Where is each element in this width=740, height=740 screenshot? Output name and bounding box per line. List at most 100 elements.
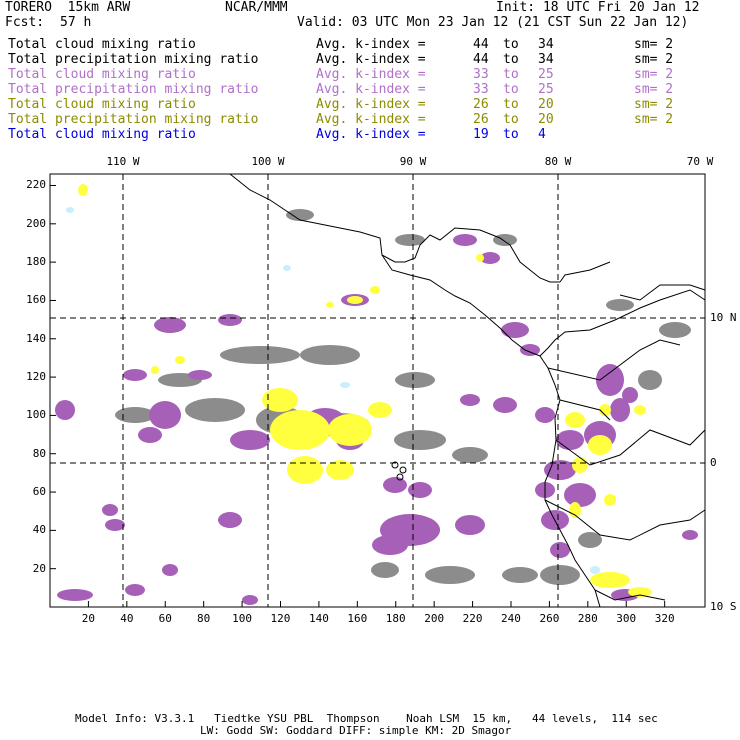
legend-from: 33	[473, 82, 489, 97]
cloud-gray-area	[395, 234, 425, 246]
y-tick-label: 100	[26, 408, 46, 422]
coastline	[539, 355, 601, 608]
x-tick-label: 40	[120, 612, 134, 625]
cloud-purple-area	[564, 483, 596, 507]
forecast-label: Fcst:	[5, 15, 45, 30]
valid-time: Valid: 03 UTC Mon 23 Jan 12 (21 CST Sun …	[297, 15, 689, 30]
cloud-yellow-area	[634, 405, 646, 415]
y-tick-label: 220	[26, 178, 46, 192]
y-tick-label: 160	[26, 293, 46, 307]
cloud-lightblue-area	[66, 207, 74, 213]
cloud-lightblue-area	[283, 265, 291, 271]
coastline	[619, 284, 706, 301]
map-frame	[49, 173, 706, 608]
x-tick-label: 240	[501, 612, 521, 625]
legend-from: 26	[473, 97, 489, 112]
cloud-purple-area	[125, 584, 145, 596]
coastline	[555, 429, 706, 466]
legend-to-word: to	[503, 97, 519, 112]
cloud-yellow-area	[628, 587, 652, 597]
legend-sm: sm= 2	[634, 82, 674, 97]
coastline	[381, 254, 706, 357]
cloud-yellow-area	[590, 572, 630, 588]
x-tick-label: 20	[81, 612, 96, 625]
legend-from: 44	[473, 52, 489, 67]
legend-from: 19	[473, 127, 489, 142]
legend-from: 44	[473, 37, 489, 52]
legend-to-word: to	[503, 82, 519, 97]
legend-field: Total cloud mixing ratio	[8, 127, 196, 142]
cloud-purple-area	[682, 530, 698, 540]
cloud-gray-area	[638, 370, 662, 390]
cloud-purple-area	[460, 394, 480, 406]
cloud-yellow-area	[262, 388, 298, 412]
legend-to-word: to	[503, 37, 519, 52]
cloud-gray-area	[394, 430, 446, 450]
y-tick-label: 180	[26, 255, 46, 269]
cloud-lightblue-area	[590, 566, 600, 574]
cloud-yellow-area	[270, 410, 330, 450]
legend-field: Total cloud mixing ratio	[8, 67, 196, 82]
cloud-yellow-area	[572, 457, 588, 473]
model-title: TORERO 15km ARW	[5, 0, 131, 15]
cloud-purple-area	[162, 564, 178, 576]
legend-field: Total precipitation mixing ratio	[8, 112, 259, 127]
cloud-lightblue-area	[340, 382, 350, 388]
physics-info: LW: Godd SW: Goddard DIFF: simple KM: 2D…	[200, 724, 512, 737]
cloud-gray-area	[606, 299, 634, 311]
cloud-purple-area	[218, 314, 242, 326]
latitude-label: 10 N	[710, 311, 737, 324]
legend-sm: sm= 2	[634, 37, 674, 52]
cloud-yellow-area	[326, 302, 334, 308]
legend-to: 25	[538, 82, 554, 97]
forecast-hours: 57 h	[60, 15, 92, 30]
legend-to-word: to	[503, 127, 519, 142]
latitude-label: 10 S	[710, 600, 737, 613]
x-tick-label: 80	[197, 612, 211, 625]
y-tick-label: 120	[26, 370, 46, 384]
y-tick-label: 200	[26, 216, 46, 230]
coastline	[559, 399, 611, 421]
cloud-purple-area	[610, 398, 630, 422]
island	[391, 461, 399, 469]
cloud-purple-area	[372, 535, 408, 555]
longitude-label: 100 W	[251, 155, 285, 168]
cloud-yellow-area	[368, 402, 392, 418]
y-tick-label: 140	[26, 331, 46, 345]
longitude-label: 80 W	[544, 155, 572, 168]
legend-field: Total precipitation mixing ratio	[8, 82, 259, 97]
legend-kindex: Avg. k-index =	[316, 112, 426, 127]
cloud-yellow-area	[151, 366, 159, 374]
cloud-purple-area	[57, 589, 93, 601]
cloud-yellow-area	[326, 460, 354, 480]
x-tick-label: 100	[232, 612, 253, 625]
x-tick-label: 180	[385, 612, 406, 625]
cloud-gray-area	[502, 567, 538, 583]
cloud-purple-area	[622, 387, 638, 403]
cloud-yellow-area	[78, 184, 88, 196]
cloud-gray-area	[115, 407, 155, 423]
longitude-label: 90 W	[399, 155, 427, 168]
cloud-gray-area	[540, 565, 580, 585]
legend-to: 34	[538, 37, 554, 52]
x-tick-label: 320	[654, 612, 675, 625]
cloud-purple-area	[493, 397, 517, 413]
cloud-gray-area	[659, 322, 691, 338]
legend-to-word: to	[503, 67, 519, 82]
cloud-purple-area	[480, 252, 500, 264]
legend-field: Total precipitation mixing ratio	[8, 52, 259, 67]
cloud-purple-area	[138, 427, 162, 443]
latitude-label: 0	[710, 456, 717, 469]
legend-to: 4	[538, 127, 546, 142]
longitude-label: 70 W	[686, 155, 714, 168]
island	[399, 466, 407, 474]
cloud-purple-area	[102, 504, 118, 516]
y-tick-label: 60	[32, 485, 46, 499]
cloud-gray-area	[300, 345, 360, 365]
y-tick-label: 40	[32, 523, 46, 537]
island	[396, 473, 404, 481]
cloud-yellow-area	[476, 254, 484, 262]
legend-kindex: Avg. k-index =	[316, 67, 426, 82]
cloud-purple-area	[535, 407, 555, 423]
cloud-purple-area	[520, 344, 540, 356]
